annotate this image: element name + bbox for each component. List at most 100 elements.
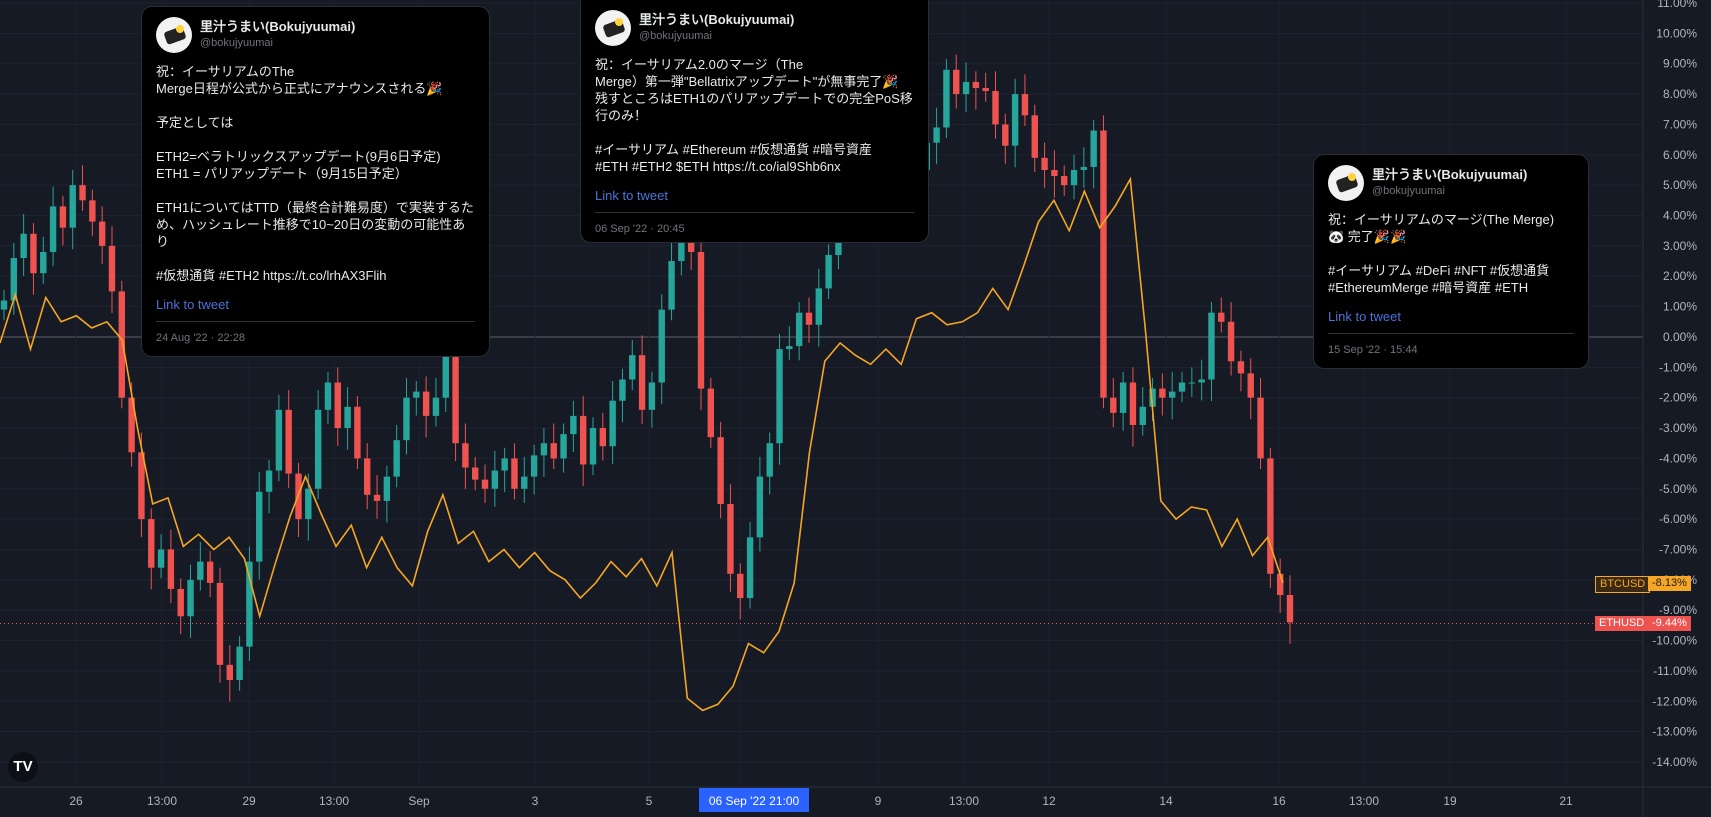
- ethusd-candle: [1090, 130, 1097, 167]
- ethusd-candle: [1267, 458, 1274, 574]
- y-tick-label: -5.00%: [1659, 482, 1697, 496]
- ethusd-candle: [540, 443, 548, 456]
- ethusd-candle: [687, 236, 695, 252]
- tweet-author-name: 里汁うまい(Bokujyuumai): [639, 12, 795, 27]
- ethusd-candle: [98, 221, 106, 246]
- ethusd-candle: [766, 443, 773, 477]
- tweet-card-1[interactable]: 里汁うまい(Bokujyuumai) @bokujyuumai 祝：イーサリアム…: [142, 7, 489, 356]
- ethusd-candle: [962, 81, 970, 95]
- ethusd-candle: [1110, 397, 1117, 413]
- tweet-date: 06 Sep '22 · 20:45: [595, 223, 685, 235]
- ethusd-candle: [1159, 388, 1166, 398]
- tweet-author-handle: @bokujyuumai: [639, 30, 712, 42]
- link-to-tweet[interactable]: Link to tweet: [1328, 309, 1401, 324]
- btcusd-line: [0, 176, 1284, 712]
- y-tick-label: 7.00%: [1663, 117, 1697, 131]
- y-tick-label: -4.00%: [1659, 451, 1697, 465]
- x-tick-label: 13:00: [319, 794, 349, 808]
- y-tick-label: -3.00%: [1659, 421, 1697, 435]
- link-to-tweet[interactable]: Link to tweet: [156, 297, 229, 312]
- ethusd-candle: [226, 664, 233, 681]
- link-to-tweet[interactable]: Link to tweet: [595, 188, 668, 203]
- ethusd-candle: [167, 549, 175, 589]
- ethusd-candle: [472, 467, 479, 480]
- ethusd-candle: [1002, 124, 1009, 146]
- ethusd-candle: [795, 312, 803, 347]
- ethusd-candle: [275, 409, 283, 471]
- tweet-author-handle: @bokujyuumai: [200, 37, 273, 49]
- ethusd-candle: [383, 476, 391, 501]
- x-tick-label: 26: [69, 794, 83, 808]
- ethusd-candle: [1188, 382, 1196, 384]
- ethusd-candle: [982, 88, 989, 92]
- ethusd-candle: [138, 452, 145, 520]
- ethusd-candle: [658, 309, 665, 383]
- ethusd-candle: [393, 440, 400, 477]
- y-tick-label: 1.00%: [1663, 300, 1697, 314]
- ethusd-candle: [1129, 382, 1137, 426]
- ethusd-candle: [442, 318, 449, 398]
- ethusd-candle: [579, 415, 587, 465]
- ethusd-candle: [324, 382, 332, 410]
- x-tick-label: 14: [1159, 794, 1173, 808]
- tweet-date: 15 Sep '22 · 15:44: [1328, 344, 1418, 356]
- ethusd-candle: [648, 382, 656, 410]
- x-tick-label: 13:00: [949, 794, 979, 808]
- ethusd-candle: [1227, 321, 1235, 362]
- tweet-body: 祝：イーサリアムのマージ(The Merge) 🐼 完了🎉🎉 #イーサリアム #…: [1328, 212, 1555, 295]
- y-tick-label: -9.00%: [1659, 603, 1697, 617]
- tweet-author-handle: @bokujyuumai: [1372, 185, 1445, 197]
- y-tick-label: -10.00%: [1652, 634, 1697, 648]
- ethusd-candle: [825, 254, 832, 289]
- x-tick-label: 9: [875, 794, 882, 808]
- tweet-card-2[interactable]: 里汁うまい(Bokujyuumai) @bokujyuumai 祝：イーサリアム…: [581, 0, 928, 242]
- ethusd-badge-value: -9.44%: [1648, 616, 1691, 631]
- tradingview-logo-icon[interactable]: TV: [8, 752, 38, 782]
- ethusd-candle: [265, 470, 273, 492]
- btcusd-badge-label: BTCUSD: [1595, 576, 1651, 593]
- ethusd-candle: [197, 561, 204, 580]
- ethusd-candle: [697, 251, 705, 389]
- ethusd-candle: [746, 537, 754, 599]
- ethusd-candle: [727, 503, 734, 574]
- ethusd-candle: [256, 491, 263, 562]
- ethusd-candle: [501, 458, 508, 471]
- ethusd-candle: [1237, 361, 1245, 374]
- ethusd-candle: [1100, 130, 1107, 398]
- x-tick-label: Sep: [408, 794, 430, 808]
- y-tick-label: -13.00%: [1652, 725, 1697, 739]
- ethusd-candle: [344, 406, 351, 429]
- ethusd-candle: [530, 455, 538, 477]
- ethusd-candle: [1168, 391, 1176, 398]
- ethusd-candle: [638, 355, 646, 410]
- avatar: [595, 10, 631, 46]
- ethusd-candle: [10, 258, 18, 301]
- y-tick-label: -1.00%: [1659, 360, 1697, 374]
- ethusd-candle: [30, 233, 37, 274]
- y-tick-label: 6.00%: [1663, 148, 1697, 162]
- ethusd-candle: [148, 519, 155, 568]
- ethusd-candle: [678, 236, 685, 262]
- ethusd-candle: [1119, 382, 1127, 413]
- ethusd-candle: [108, 245, 116, 292]
- y-tick-label: -12.00%: [1652, 694, 1697, 708]
- ethusd-candles: [0, 54, 1294, 702]
- tweet-date: 24 Aug '22 · 22:28: [156, 332, 245, 344]
- btcusd-badge-value: -8.13%: [1648, 576, 1691, 591]
- time-scale: 26 13:00 29 13:00 Sep 3 5 06 Sep '22 21:00 9 13:0…: [69, 788, 1573, 812]
- ethusd-candle: [79, 185, 86, 201]
- x-tick-label: 29: [242, 794, 256, 808]
- y-tick-label: -6.00%: [1659, 512, 1697, 526]
- ethusd-candle: [1218, 312, 1225, 322]
- ethusd-candle: [157, 549, 165, 568]
- ethusd-candle: [1031, 115, 1038, 158]
- divider: [156, 321, 475, 322]
- ethusd-candle: [69, 185, 76, 228]
- y-tick-label: 0.00%: [1663, 330, 1697, 344]
- ethusd-candle: [511, 458, 518, 489]
- x-tick-label: 21: [1559, 794, 1573, 808]
- ethusd-candle: [756, 476, 764, 538]
- divider: [595, 212, 914, 213]
- tweet-card-3[interactable]: 里汁うまい(Bokujyuumai) @bokujyuumai 祝：イーサリアム…: [1314, 155, 1588, 368]
- avatar: [1328, 165, 1364, 201]
